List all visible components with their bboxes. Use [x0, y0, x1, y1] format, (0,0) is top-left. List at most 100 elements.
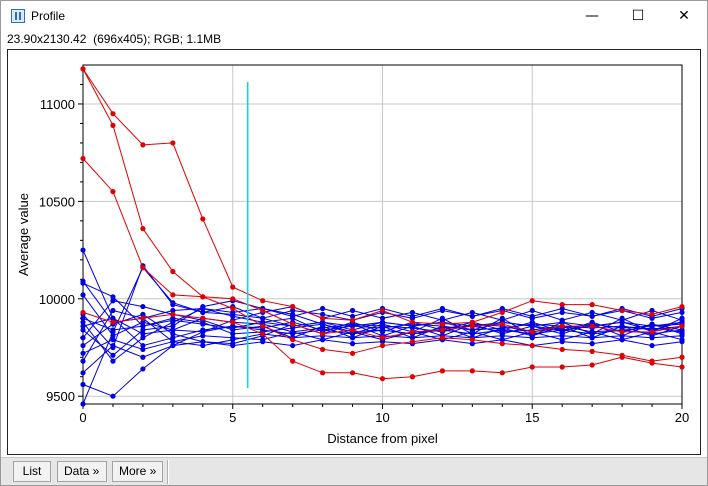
blue-data-point — [409, 335, 416, 341]
title-bar[interactable]: Profile — ☐ ✕ — [1, 1, 707, 31]
red-data-point — [469, 319, 475, 325]
bottom-toolbar: List Data » More » — [1, 457, 707, 485]
more-menu-button[interactable]: More » — [112, 461, 163, 482]
plot-area[interactable]: 0 5 10 15 20 9500 10000 10500 11000 Distance fro… — [7, 49, 701, 455]
list-button[interactable]: List — [13, 461, 51, 482]
red-data-point — [170, 292, 176, 298]
red-data-point — [529, 342, 535, 349]
red-data-point — [589, 348, 595, 354]
blue-data-point — [260, 319, 266, 325]
blue-data-point — [379, 327, 386, 333]
blue-data-point — [290, 313, 296, 319]
blue-data-point — [170, 335, 176, 341]
blue-data-point — [589, 331, 595, 337]
blue-data-point — [619, 333, 625, 339]
blue-data-point — [230, 342, 236, 349]
blue-data-point — [559, 309, 565, 316]
red-data-point — [409, 329, 416, 335]
blue-data-point — [170, 323, 176, 329]
blue-data-point — [589, 341, 595, 347]
blue-data-point — [110, 298, 116, 304]
blue-data-point — [140, 311, 146, 317]
red-data-point — [200, 216, 206, 222]
blue-data-point — [260, 327, 266, 333]
blue-data-point — [439, 307, 445, 314]
blue-data-point — [80, 335, 86, 341]
y-tick-label: 10000 — [39, 292, 75, 307]
red-data-point — [589, 362, 595, 368]
red-data-point — [559, 364, 565, 370]
minimize-button[interactable]: — — [585, 8, 599, 24]
blue-data-point — [260, 315, 266, 321]
blue-data-point — [679, 309, 685, 316]
red-data-point — [140, 226, 146, 232]
red-data-point — [379, 307, 386, 314]
red-data-point — [499, 309, 505, 316]
blue-data-point — [499, 337, 505, 343]
blue-data-point — [559, 319, 565, 325]
red-data-point — [320, 346, 326, 353]
red-data-point — [320, 370, 326, 376]
blue-data-point — [529, 307, 535, 314]
red-data-point — [559, 302, 565, 308]
toolbar-separator — [167, 460, 169, 484]
red-data-point — [499, 341, 505, 347]
blue-data-point — [80, 319, 86, 325]
blue-data-point — [349, 313, 356, 319]
blue-data-point — [529, 335, 535, 341]
red-data-point — [529, 364, 535, 370]
red-data-point — [559, 346, 565, 353]
red-data-point — [80, 155, 86, 162]
red-data-point — [439, 368, 445, 374]
maximize-button[interactable]: ☐ — [631, 8, 645, 24]
blue-data-point — [200, 339, 206, 345]
blue-data-point — [349, 341, 356, 347]
red-data-point — [200, 294, 206, 300]
blue-data-point — [110, 307, 116, 314]
blue-data-point — [349, 331, 356, 337]
red-data-point — [529, 298, 535, 304]
red-data-point — [409, 339, 416, 345]
red-data-point — [349, 327, 356, 333]
blue-data-point — [469, 331, 475, 337]
blue-data-point — [140, 323, 146, 329]
close-button[interactable]: ✕ — [678, 8, 690, 24]
blue-data-point — [110, 294, 116, 300]
red-data-point — [439, 335, 445, 341]
imagej-app-icon — [11, 9, 25, 23]
data-menu-button[interactable]: Data » — [57, 461, 107, 482]
red-data-point — [200, 315, 206, 321]
red-data-point — [619, 307, 625, 314]
blue-data-point — [170, 300, 176, 306]
red-data-point — [349, 317, 356, 323]
blue-data-point — [230, 323, 236, 329]
blue-data-point — [170, 317, 176, 323]
red-data-point — [170, 311, 176, 317]
blue-data-point — [499, 333, 505, 339]
blue-data-point — [80, 401, 86, 407]
blue-data-point — [619, 319, 625, 325]
image-info-text: 23.90x2130.42 (696x405); RGB; 1.1MB — [7, 32, 222, 46]
y-tick-label: 10500 — [39, 194, 75, 209]
blue-data-point — [679, 319, 685, 325]
blue-data-point — [320, 327, 326, 333]
blue-data-point — [409, 323, 416, 329]
blue-data-point — [80, 278, 86, 284]
red-data-point — [469, 368, 475, 374]
blue-data-point — [290, 331, 296, 337]
blue-data-point — [469, 313, 475, 319]
blue-data-point — [589, 313, 595, 319]
blue-data-point — [290, 342, 296, 349]
blue-data-point — [349, 335, 356, 341]
profile-chart: 0 5 10 15 20 9500 10000 10500 11000 Distance fro… — [16, 64, 689, 446]
blue-data-point — [529, 323, 535, 329]
red-data-point — [140, 265, 146, 271]
blue-data-point — [110, 393, 116, 399]
red-data-point — [679, 323, 685, 329]
red-data-point — [679, 354, 685, 360]
red-data-point — [230, 296, 236, 302]
blue-data-point — [140, 335, 146, 341]
blue-data-point — [200, 342, 206, 349]
red-data-point — [290, 337, 296, 343]
blue-data-point — [559, 327, 565, 333]
